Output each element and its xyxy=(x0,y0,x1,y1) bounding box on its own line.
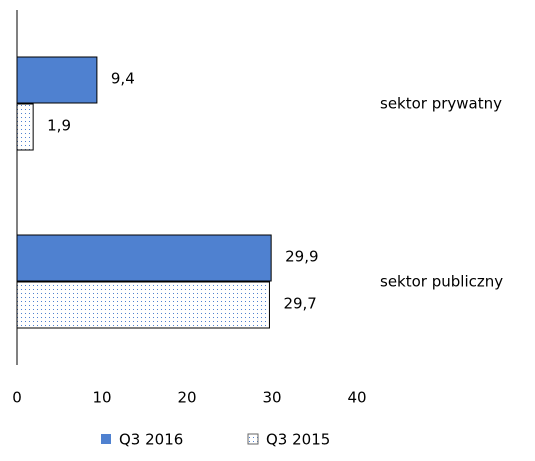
bar xyxy=(16,281,270,329)
bar xyxy=(16,56,98,104)
x-tick-label: 10 xyxy=(92,389,111,407)
bar xyxy=(16,234,272,282)
x-tick-label: 0 xyxy=(12,389,22,407)
legend-swatch xyxy=(101,434,111,444)
legend-label: Q3 2015 xyxy=(266,431,330,449)
bar xyxy=(16,103,34,151)
value-label: 9,4 xyxy=(111,70,135,88)
legend-label: Q3 2016 xyxy=(119,431,183,449)
value-label: 29,9 xyxy=(285,248,318,266)
legend-swatch xyxy=(247,433,259,445)
x-tick-label: 20 xyxy=(177,389,196,407)
category-label: sektor publiczny xyxy=(380,273,503,291)
value-label: 1,9 xyxy=(47,117,71,135)
x-tick-label: 40 xyxy=(347,389,366,407)
category-label: sektor prywatny xyxy=(380,95,502,113)
x-tick-label: 30 xyxy=(262,389,281,407)
value-label: 29,7 xyxy=(283,295,316,313)
